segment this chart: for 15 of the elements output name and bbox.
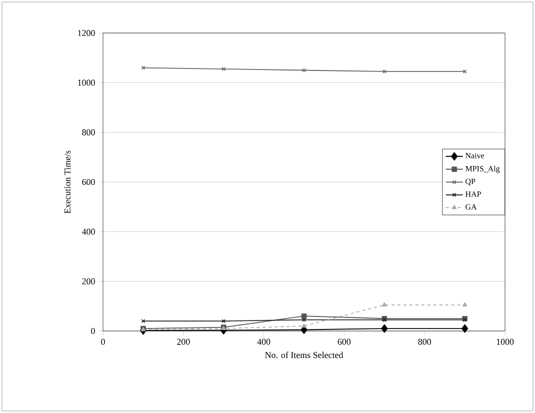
y-tick-label: 1000 xyxy=(78,80,95,86)
x-tick-label: 0 xyxy=(101,338,105,345)
y-axis-title: Execution Time/s xyxy=(64,150,70,214)
y-tick-label: 1200 xyxy=(78,30,95,36)
y-tick-label: 800 xyxy=(82,129,95,136)
x-tick-label: 400 xyxy=(257,338,270,345)
y-tick-label: 400 xyxy=(82,228,95,235)
x-tick-label: 1000 xyxy=(496,338,514,345)
x-axis-title: No. of Items Selected xyxy=(265,352,344,358)
x-tick-label: 200 xyxy=(177,338,190,345)
x-tick-label: 800 xyxy=(418,338,431,345)
y-tick-label: 0 xyxy=(91,328,95,334)
x-tick-label: 600 xyxy=(338,338,351,345)
y-tick-label: 600 xyxy=(82,178,95,186)
y-tick-label: 200 xyxy=(82,278,95,284)
